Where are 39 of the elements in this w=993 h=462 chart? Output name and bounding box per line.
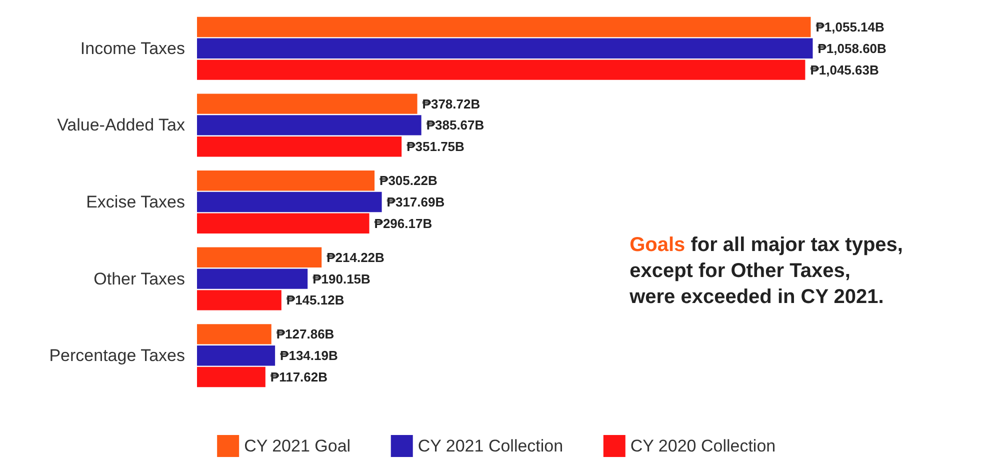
bar: [197, 60, 806, 80]
y-tick-label: Income Taxes: [80, 38, 185, 58]
bar: [197, 94, 418, 114]
legend-label: CY 2020 Collection: [630, 436, 776, 456]
bar: [197, 170, 375, 191]
legend-label: CY 2021 Goal: [244, 436, 351, 456]
bar: [197, 213, 370, 234]
data-label: ₱214.22B: [326, 250, 384, 265]
data-label: ₱305.22B: [380, 173, 438, 188]
data-label: ₱117.62B: [270, 369, 328, 384]
data-label: ₱145.12B: [286, 292, 344, 308]
data-label: ₱385.67B: [426, 118, 484, 133]
data-label: ₱378.72B: [422, 96, 480, 112]
bar: [197, 115, 422, 136]
data-label: ₱296.17B: [374, 216, 432, 231]
data-label: ₱190.15B: [312, 271, 370, 286]
bar: [197, 247, 322, 268]
bar: [197, 324, 272, 344]
data-label: ₱1,045.63B: [810, 62, 879, 78]
data-label: ₱1,055.14B: [816, 20, 884, 35]
bar: [197, 16, 811, 38]
bar: [197, 290, 282, 310]
bar: [197, 136, 402, 157]
data-label: ₱134.19B: [280, 348, 338, 364]
bar: [197, 366, 266, 388]
bar: [197, 192, 382, 212]
bar: [197, 346, 276, 366]
data-label: ₱351.75B: [406, 139, 464, 154]
y-tick-label: Percentage Taxes: [49, 346, 185, 366]
annotation: Goals for all major tax types, except for Other Taxes, were exceeded in CY 2021.: [628, 234, 904, 308]
y-tick-label: Value-Added Tax: [57, 116, 186, 135]
legend-label: CY 2021 Collection: [418, 436, 564, 456]
data-label: ₱317.69B: [386, 194, 445, 210]
data-label: ₱127.86B: [276, 326, 334, 342]
bar: [197, 38, 813, 58]
data-label: ₱1,058.60B: [818, 40, 886, 56]
bar: [197, 268, 308, 289]
y-tick-label: Other Taxes: [94, 269, 185, 288]
y-tick-label: Excise Taxes: [86, 192, 185, 212]
